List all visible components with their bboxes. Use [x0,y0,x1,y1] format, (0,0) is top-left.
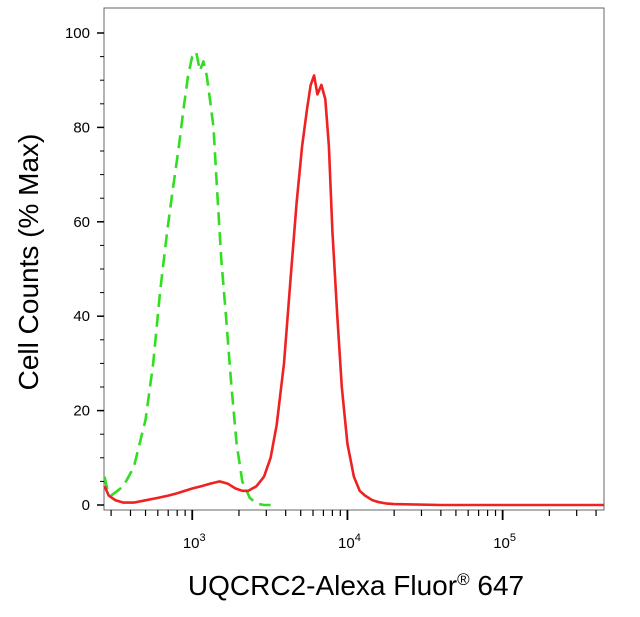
plot-area-frame [103,7,605,511]
x-axis: 103 104 105 [110,510,597,552]
y-tick-label-5: 100 [65,25,90,42]
y-tick-label-4: 80 [73,119,90,136]
x-tick-label-1: 104 [338,532,361,552]
y-tick-label-3: 60 [73,214,90,231]
x-axis-label: UQCRC2-Alexa Fluor® 647 [188,570,524,601]
x-axis-label-suffix: 647 [470,570,525,601]
y-axis-label: Cell Counts (% Max) [13,134,44,391]
y-tick-label-0: 0 [82,497,90,514]
series-line-0 [103,50,271,507]
x-axis-label-superscript: ® [457,570,470,589]
x-axis-label-main: UQCRC2-Alexa Fluor [188,570,457,601]
y-tick-label-1: 20 [73,403,90,420]
y-axis: 0 20 40 60 80 100 [65,25,104,514]
x-tick-label-2: 105 [493,532,516,552]
series-line-1 [103,74,604,507]
x-tick-label-0: 103 [183,532,206,552]
y-tick-label-2: 40 [73,308,90,325]
series-layer [103,50,604,507]
